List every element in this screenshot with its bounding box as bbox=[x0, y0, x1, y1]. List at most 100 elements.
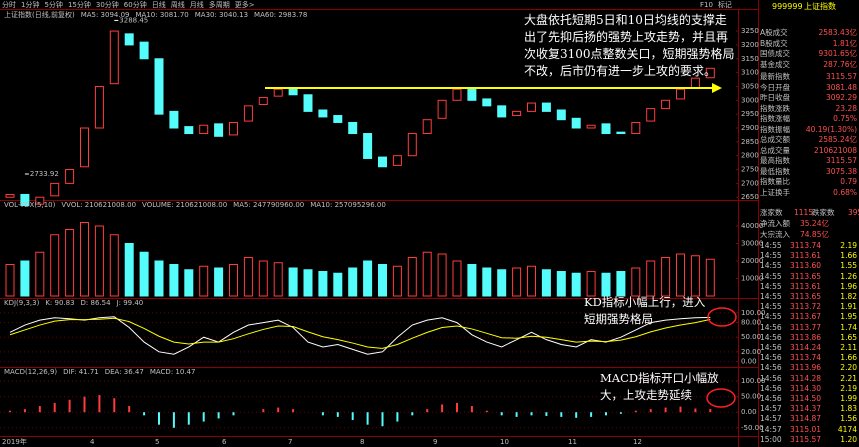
tick-volume: 1.55 bbox=[840, 261, 857, 271]
candle bbox=[527, 102, 536, 112]
label: 国债成交 bbox=[760, 49, 790, 58]
tick-time: 14:55 bbox=[760, 281, 782, 291]
x-tick-label: 7 bbox=[288, 438, 292, 446]
y-tick-label: 3100 bbox=[741, 69, 759, 77]
volume-bar bbox=[631, 267, 641, 297]
tick-volume: 1.20 bbox=[840, 434, 857, 444]
panel-row: 14:55 3113.60 1.55 bbox=[760, 261, 857, 271]
tick-time: 14:56 bbox=[760, 373, 782, 383]
value: 3075.38 bbox=[825, 166, 857, 176]
panel-title: 上证指数(日线,前复权) bbox=[4, 10, 75, 19]
candle bbox=[586, 124, 596, 129]
volume-bar bbox=[571, 272, 581, 297]
value: 3115.57 bbox=[825, 72, 857, 81]
tick-volume: 2.19 bbox=[840, 383, 857, 393]
tick-price: 3114.87 bbox=[790, 414, 822, 424]
panel-row: 14:56 3114.50 1.99 bbox=[760, 394, 857, 404]
tick-price: 3115.57 bbox=[790, 434, 822, 444]
volume-bar bbox=[318, 271, 328, 297]
panel-row: 999999 上证指数 bbox=[760, 2, 857, 12]
volume-bar bbox=[676, 253, 685, 297]
value: 23.28 bbox=[835, 103, 857, 113]
label: 指数振幅 bbox=[760, 124, 790, 134]
volume-bar bbox=[690, 255, 700, 297]
indicator-label: MACD: 10.47 bbox=[150, 368, 196, 376]
panel-row: 14:55 3113.67 1.95 bbox=[760, 312, 857, 322]
volume-bar bbox=[184, 269, 194, 297]
y-tick-label: 50.00 bbox=[741, 393, 761, 401]
volume-bar bbox=[169, 264, 179, 297]
volume-bar bbox=[124, 243, 134, 297]
panel-row: 14:55 3113.72 1.91 bbox=[760, 302, 857, 312]
panel-row: 14:56 3113.86 1.65 bbox=[760, 333, 857, 343]
value: 9301.65亿 bbox=[818, 49, 857, 58]
indicator-line bbox=[9, 317, 711, 349]
volume-bar bbox=[273, 262, 283, 297]
label: 总成交量 bbox=[760, 145, 790, 155]
value: 2585.24亿 bbox=[818, 135, 857, 144]
value: 0.75% bbox=[833, 114, 857, 123]
y-tick-label: 3150 bbox=[741, 55, 759, 63]
tick-price: 3114.50 bbox=[790, 394, 822, 403]
panel-title: VOL-TDX(5,10) bbox=[4, 201, 56, 209]
toolbar-item: 多周期 bbox=[209, 0, 230, 9]
volume-bar bbox=[556, 271, 566, 297]
toolbar-item: 日线 bbox=[152, 0, 166, 9]
volume-bar bbox=[65, 229, 75, 297]
y-tick-label: 40000 bbox=[741, 222, 763, 230]
breadth-item: 395 bbox=[848, 208, 859, 217]
value: 210621008 bbox=[814, 145, 857, 155]
tick-volume: 1.96 bbox=[840, 281, 857, 291]
candle bbox=[303, 94, 313, 112]
quote-panel: 999999 上证指数 A股成交 2583.43亿 B股成交 1.81亿 国债成交 9301.… bbox=[758, 0, 859, 447]
y-tick-label: 2650 bbox=[741, 193, 759, 201]
tick-price: 3113.74 bbox=[790, 353, 822, 363]
volume-bar bbox=[482, 267, 492, 297]
volume-bar bbox=[94, 225, 104, 297]
volume-bar bbox=[601, 272, 611, 297]
indicator-label: J: 99.40 bbox=[116, 299, 144, 307]
panel-title: KDJ(9,3,3) bbox=[4, 299, 40, 307]
volume-bar bbox=[109, 234, 119, 297]
volume-bar bbox=[303, 269, 313, 297]
candle bbox=[229, 121, 238, 136]
volume-bar bbox=[392, 265, 402, 297]
tick-price: 3113.61 bbox=[790, 281, 822, 291]
volume-bar bbox=[407, 257, 417, 297]
breadth-item: 1115 bbox=[794, 208, 814, 217]
highlight-circle bbox=[707, 307, 737, 327]
toolbar-item: 更多> bbox=[235, 0, 255, 9]
label: 总成交额 bbox=[760, 135, 790, 144]
indicator-label: VOLUME: 210621008.00 bbox=[142, 201, 227, 209]
candle bbox=[94, 85, 104, 129]
panel-row: 14:55 3113.65 1.82 bbox=[760, 292, 857, 302]
panel-row: 14:56 3114.24 2.11 bbox=[760, 343, 857, 353]
y-tick-label: 3050 bbox=[741, 82, 759, 90]
volume-bar bbox=[258, 260, 268, 297]
candle bbox=[661, 99, 671, 110]
panel-row: A股成交 2583.43亿 bbox=[760, 28, 857, 38]
breadth-item: 跌家数 bbox=[812, 208, 835, 217]
candle bbox=[392, 155, 402, 166]
volume-bar bbox=[705, 258, 715, 297]
x-tick-label: 10 bbox=[500, 438, 509, 446]
y-tick-label: 50.00 bbox=[741, 333, 761, 341]
y-tick-label: 0.00 bbox=[741, 358, 757, 366]
volume-bar bbox=[243, 257, 253, 297]
tick-price: 3113.65 bbox=[790, 271, 822, 281]
tick-time: 15:00 bbox=[760, 434, 782, 444]
tick-volume: 2.11 bbox=[840, 343, 857, 352]
value: 40.19(1.30%) bbox=[805, 124, 857, 134]
x-tick-label: 12 bbox=[633, 438, 642, 446]
y-tick-label: 30000 bbox=[741, 240, 763, 248]
tick-price: 3113.60 bbox=[790, 261, 822, 271]
tick-time: 14:56 bbox=[760, 343, 782, 352]
panel-row: 昨日收盘 3092.29 bbox=[760, 93, 857, 103]
volume-bar bbox=[229, 264, 238, 297]
volume-bar bbox=[541, 269, 551, 297]
x-tick-label: 4 bbox=[90, 438, 95, 446]
panel-row: 14:56 3113.96 2.20 bbox=[760, 363, 857, 373]
panel-row: 总成交量 210621008 bbox=[760, 146, 857, 156]
